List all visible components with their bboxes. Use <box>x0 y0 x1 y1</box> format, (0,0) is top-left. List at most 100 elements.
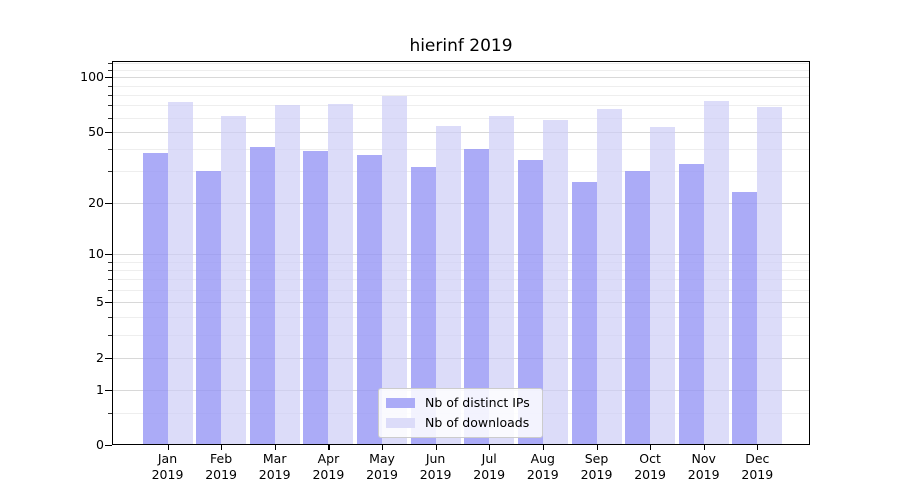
x-tick-year: 2019 <box>526 467 559 482</box>
minor-gridline <box>112 279 810 281</box>
y-minor-tick-mark <box>108 69 112 71</box>
legend-swatch-distinct-ips <box>386 397 415 408</box>
x-tick-mark <box>703 445 705 450</box>
x-tick-month: Apr <box>317 451 340 466</box>
bar-downloads <box>703 101 729 445</box>
x-tick-label: Jan 2019 <box>140 451 196 483</box>
x-tick-year: 2019 <box>205 467 237 482</box>
y-tick-label: 10 <box>88 246 104 261</box>
major-gridline <box>112 357 810 359</box>
x-tick-mark <box>596 445 598 450</box>
bar-downloads <box>542 120 568 445</box>
legend-item-distinct-ips: Nb of distinct IPs <box>386 395 530 410</box>
legend-label-distinct-ips: Nb of distinct IPs <box>425 395 530 410</box>
bar-downloads <box>596 108 622 445</box>
x-tick-month: Oct <box>639 451 661 466</box>
bar-downloads <box>274 105 300 445</box>
bar-distinct-ips <box>732 191 758 445</box>
x-tick-month: Feb <box>210 451 233 466</box>
x-tick-label: Sep 2019 <box>569 451 625 483</box>
major-gridline <box>112 302 810 304</box>
y-tick-mark <box>105 202 112 204</box>
legend: Nb of distinct IPs Nb of downloads <box>378 388 543 438</box>
x-tick-label: Mar 2019 <box>247 451 303 483</box>
x-tick-month: Aug <box>530 451 555 466</box>
y-tick-mark <box>105 254 112 256</box>
major-gridline <box>112 77 810 79</box>
y-minor-tick-mark <box>108 334 112 336</box>
y-minor-tick-mark <box>108 117 112 119</box>
x-tick-mark <box>650 445 652 450</box>
y-minor-tick-mark <box>108 261 112 263</box>
x-tick-year: 2019 <box>473 467 506 482</box>
y-tick-label: 2 <box>96 349 104 365</box>
y-minor-tick-mark <box>108 105 112 107</box>
x-tick-label: May 2019 <box>354 451 410 483</box>
legend-item-downloads: Nb of downloads <box>386 415 530 430</box>
y-tick-label: 50 <box>88 123 104 139</box>
bar-distinct-ips <box>357 155 382 445</box>
x-tick-year: 2019 <box>151 467 184 482</box>
y-tick-mark <box>105 131 112 133</box>
x-tick-mark <box>435 445 437 450</box>
bar-downloads <box>221 116 247 445</box>
x-tick-label: Jul 2019 <box>461 451 517 483</box>
minor-gridline <box>112 85 810 87</box>
x-tick-label: Jun 2019 <box>408 451 464 483</box>
legend-swatch-downloads <box>386 417 415 428</box>
x-tick-label: Nov 2019 <box>676 451 732 483</box>
bar-downloads <box>650 127 676 445</box>
x-tick-year: 2019 <box>634 467 666 482</box>
x-tick-label: Oct 2019 <box>622 451 678 483</box>
x-tick-month: Sep <box>584 451 609 466</box>
x-tick-year: 2019 <box>366 467 398 482</box>
y-minor-tick-mark <box>108 63 112 64</box>
minor-gridline <box>112 63 810 64</box>
bar-downloads <box>757 106 783 445</box>
minor-gridline <box>112 105 810 107</box>
bar-distinct-ips <box>303 151 329 445</box>
bar-distinct-ips <box>196 171 222 445</box>
x-tick-mark <box>382 445 384 450</box>
x-tick-label: Apr 2019 <box>300 451 356 483</box>
minor-gridline <box>112 290 810 291</box>
y-minor-tick-mark <box>108 149 112 151</box>
y-tick-mark <box>105 357 112 359</box>
y-tick-label: 20 <box>88 194 104 210</box>
bar-downloads <box>167 102 193 445</box>
x-tick-month: Mar <box>262 451 287 466</box>
x-tick-year: 2019 <box>419 467 452 482</box>
y-minor-tick-mark <box>108 412 112 414</box>
y-tick-mark <box>105 445 112 447</box>
major-gridline <box>112 131 810 133</box>
minor-gridline <box>112 149 810 151</box>
x-tick-year: 2019 <box>580 467 613 482</box>
y-tick-label: 1 <box>96 381 104 397</box>
x-tick-month: Jan <box>157 451 178 466</box>
minor-gridline <box>112 261 810 263</box>
x-tick-month: May <box>369 451 395 466</box>
x-tick-month: Dec <box>745 451 770 466</box>
minor-gridline <box>112 270 810 271</box>
x-tick-mark <box>489 445 491 450</box>
x-tick-year: 2019 <box>687 467 720 482</box>
y-minor-tick-mark <box>108 171 112 173</box>
minor-gridline <box>112 171 810 173</box>
y-minor-tick-mark <box>108 316 112 318</box>
x-tick-mark <box>328 445 330 450</box>
y-tick-mark <box>105 302 112 304</box>
y-tick-mark <box>105 77 112 79</box>
bar-distinct-ips <box>142 153 168 445</box>
minor-gridline <box>112 94 810 96</box>
y-minor-tick-mark <box>108 290 112 291</box>
chart-title: hierinf 2019 <box>409 36 513 56</box>
minor-gridline <box>112 69 810 71</box>
minor-gridline <box>112 334 810 336</box>
x-tick-year: 2019 <box>258 467 291 482</box>
bar-downloads <box>382 95 407 445</box>
y-tick-label: 5 <box>96 294 104 310</box>
legend-label-downloads: Nb of downloads <box>425 415 530 430</box>
x-tick-mark <box>221 445 223 450</box>
major-gridline <box>112 202 810 204</box>
